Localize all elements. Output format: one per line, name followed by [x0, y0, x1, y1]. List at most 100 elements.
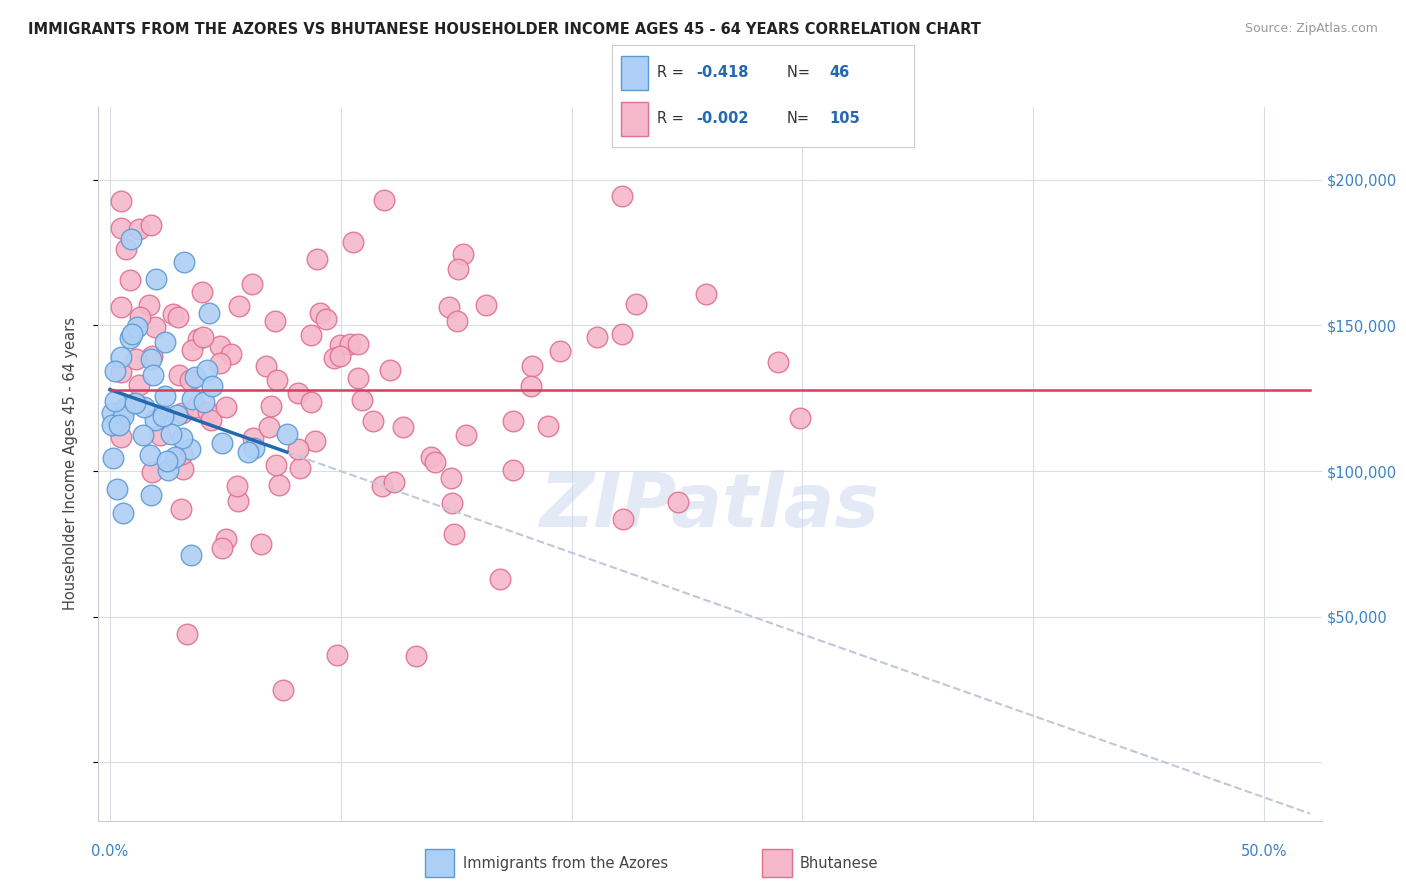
Point — [256, 359, 278, 373]
Point — [184, 400, 207, 414]
Point — [290, 461, 312, 475]
Point — [167, 368, 190, 382]
Point — [152, 409, 174, 423]
Point — [215, 401, 238, 415]
Point — [125, 352, 148, 367]
Point — [423, 454, 446, 468]
Point — [104, 364, 127, 378]
Point — [347, 337, 370, 351]
Point — [197, 404, 219, 418]
Point — [110, 194, 132, 208]
Point — [299, 395, 322, 409]
Point — [121, 326, 143, 341]
Point — [176, 627, 198, 641]
Text: R =: R = — [657, 65, 689, 80]
Point — [163, 450, 186, 464]
Point — [420, 450, 443, 465]
Text: Source: ZipAtlas.com: Source: ZipAtlas.com — [1244, 22, 1378, 36]
Point — [789, 411, 811, 425]
Text: N=: N= — [787, 65, 814, 80]
Point — [179, 442, 201, 456]
Point — [439, 471, 461, 485]
Point — [172, 462, 194, 476]
Point — [141, 368, 163, 382]
Point — [380, 362, 402, 376]
Point — [191, 285, 214, 299]
Point — [305, 252, 328, 266]
Point — [391, 419, 413, 434]
Point — [522, 359, 544, 373]
Bar — [425, 849, 454, 877]
Text: ZIPatlas: ZIPatlas — [540, 470, 880, 543]
Point — [110, 365, 132, 379]
Point — [446, 314, 468, 328]
Point — [350, 392, 373, 407]
Text: IMMIGRANTS FROM THE AZORES VS BHUTANESE HOUSEHOLDER INCOME AGES 45 - 64 YEARS CO: IMMIGRANTS FROM THE AZORES VS BHUTANESE … — [28, 22, 981, 37]
Point — [138, 298, 160, 312]
Point — [197, 305, 219, 319]
Point — [191, 330, 214, 344]
Point — [101, 406, 124, 420]
Point — [610, 326, 633, 341]
Point — [211, 436, 233, 450]
Point — [156, 463, 179, 477]
Text: 105: 105 — [830, 112, 860, 127]
Point — [111, 506, 134, 520]
Point — [172, 405, 194, 419]
Point — [766, 355, 789, 369]
Point — [170, 447, 193, 461]
Point — [128, 378, 150, 392]
Point — [219, 347, 242, 361]
Point — [145, 271, 167, 285]
Point — [141, 351, 163, 366]
Point — [153, 389, 176, 403]
Y-axis label: Householder Income Ages 45 - 64 years: Householder Income Ages 45 - 64 years — [63, 318, 77, 610]
Point — [120, 273, 142, 287]
Point — [193, 395, 215, 409]
Text: Immigrants from the Azores: Immigrants from the Azores — [463, 855, 668, 871]
Point — [179, 373, 201, 387]
Point — [361, 414, 384, 428]
Point — [166, 408, 188, 422]
Point — [342, 235, 364, 250]
Point — [105, 482, 128, 496]
Point — [225, 479, 247, 493]
Point — [520, 379, 543, 393]
Point — [110, 350, 132, 364]
Point — [243, 441, 266, 455]
Point — [180, 548, 202, 562]
Point — [209, 356, 232, 370]
Point — [287, 442, 309, 456]
Point — [304, 434, 326, 448]
Point — [208, 339, 231, 353]
Point — [132, 428, 155, 442]
Point — [454, 428, 477, 442]
Point — [264, 313, 287, 327]
Point — [101, 450, 124, 465]
Text: N=: N= — [787, 112, 810, 127]
Text: 50.0%: 50.0% — [1240, 844, 1286, 859]
Point — [162, 307, 184, 321]
Bar — [620, 102, 648, 136]
Point — [329, 349, 352, 363]
Point — [612, 511, 634, 525]
Point — [143, 413, 166, 427]
Point — [141, 349, 163, 363]
Point — [173, 255, 195, 269]
Point — [132, 400, 155, 414]
Point — [108, 417, 131, 432]
Point — [267, 478, 290, 492]
Point — [181, 343, 204, 357]
Point — [315, 311, 337, 326]
Point — [201, 378, 224, 392]
Text: 46: 46 — [830, 65, 849, 80]
Point — [111, 409, 134, 423]
Bar — [762, 849, 792, 877]
Point — [309, 306, 332, 320]
Point — [537, 418, 560, 433]
Point — [200, 413, 222, 427]
Point — [382, 475, 405, 490]
Point — [110, 301, 132, 315]
Point — [242, 431, 264, 445]
Point — [166, 310, 188, 324]
